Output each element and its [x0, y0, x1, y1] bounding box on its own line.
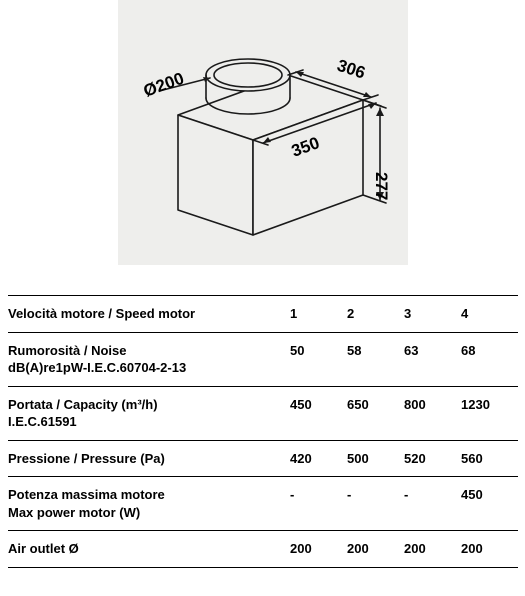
- spec-row: Portata / Capacity (m³/h) I.E.C.61591 45…: [8, 386, 518, 440]
- dim-label-306: 306: [334, 56, 367, 83]
- header-c4: 4: [461, 296, 518, 333]
- spec-row: Potenza massima motore Max power motor (…: [8, 477, 518, 531]
- spec-row: Rumorosità / Noise dB(A)re1pW-I.E.C.6070…: [8, 332, 518, 386]
- dim-label-277: 277: [372, 172, 391, 200]
- dim-label-dia200: Ø200: [140, 69, 186, 101]
- row-label: Portata / Capacity (m³/h) I.E.C.61591: [8, 386, 290, 440]
- header-label: Velocità motore / Speed motor: [8, 296, 290, 333]
- row-label: Rumorosità / Noise dB(A)re1pW-I.E.C.6070…: [8, 332, 290, 386]
- spec-row: Pressione / Pressure (Pa) 420 500 520 56…: [8, 440, 518, 477]
- drawing-svg: Ø200 306 350 277: [118, 0, 408, 265]
- spec-row: Air outlet Ø 200 200 200 200: [8, 531, 518, 568]
- header-c2: 2: [347, 296, 404, 333]
- technical-drawing: Ø200 306 350 277: [118, 0, 408, 265]
- spec-table: Velocità motore / Speed motor 1 2 3 4 Ru…: [8, 295, 518, 568]
- header-c1: 1: [290, 296, 347, 333]
- header-c3: 3: [404, 296, 461, 333]
- spec-header-row: Velocità motore / Speed motor 1 2 3 4: [8, 296, 518, 333]
- row-label: Air outlet Ø: [8, 531, 290, 568]
- row-label: Potenza massima motore Max power motor (…: [8, 477, 290, 531]
- row-label: Pressione / Pressure (Pa): [8, 440, 290, 477]
